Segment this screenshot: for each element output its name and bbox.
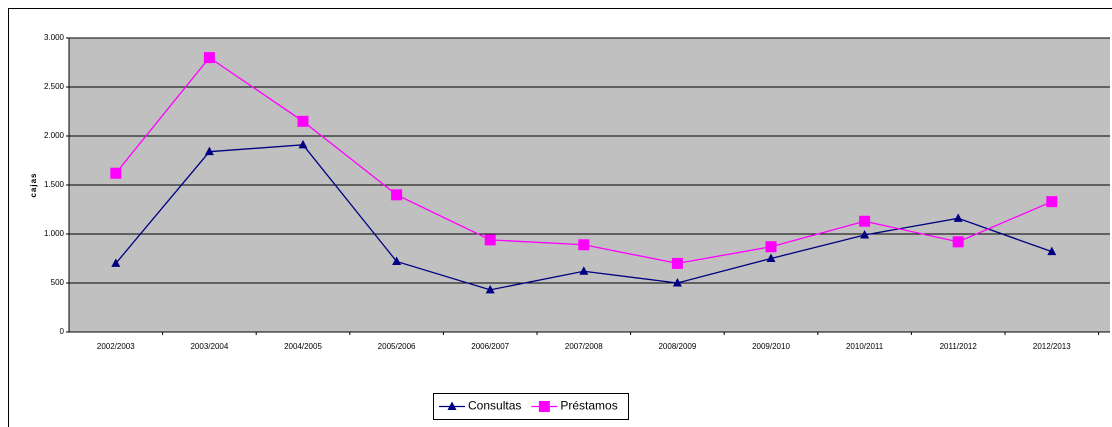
x-tick-label: 2005/2006 bbox=[378, 342, 416, 351]
x-tick-label: 2010/2011 bbox=[846, 342, 884, 351]
data-point bbox=[579, 266, 589, 275]
data-point bbox=[859, 215, 871, 227]
data-point bbox=[110, 167, 122, 179]
data-point bbox=[860, 229, 870, 239]
y-axis-label: cajas bbox=[29, 172, 38, 197]
data-point bbox=[766, 253, 776, 262]
y-tick-label: 1.000 bbox=[44, 229, 65, 238]
legend-marker bbox=[538, 401, 550, 412]
y-tick-label: 3.000 bbox=[44, 33, 65, 42]
data-point bbox=[111, 258, 121, 267]
y-tick-label: 500 bbox=[51, 278, 65, 287]
x-tick-label: 2002/2003 bbox=[97, 342, 135, 351]
data-point bbox=[578, 239, 590, 251]
x-tick-label: 2007/2008 bbox=[565, 342, 603, 351]
x-tick-label: 2011/2012 bbox=[940, 342, 978, 351]
legend-label: Consultas bbox=[468, 399, 521, 413]
x-tick-label: 2003/2004 bbox=[190, 342, 228, 351]
x-tick-label: 2009/2010 bbox=[752, 342, 790, 351]
data-point bbox=[391, 189, 403, 201]
data-point bbox=[953, 213, 963, 222]
data-point bbox=[1047, 246, 1057, 256]
data-point bbox=[765, 241, 777, 253]
data-point bbox=[1046, 196, 1058, 208]
x-tick-label: 2008/2009 bbox=[658, 342, 696, 351]
data-point bbox=[203, 52, 215, 64]
y-tick-label: 1.500 bbox=[44, 180, 65, 189]
x-tick-label: 2012/2013 bbox=[1033, 342, 1071, 351]
y-tick-label: 2.500 bbox=[44, 82, 65, 91]
data-point bbox=[485, 284, 495, 294]
data-point bbox=[672, 278, 682, 287]
y-tick-label: 0 bbox=[60, 327, 65, 336]
y-tick-label: 2.000 bbox=[44, 131, 65, 140]
legend-marker bbox=[447, 401, 457, 410]
data-point bbox=[484, 234, 496, 246]
legend-label: Préstamos bbox=[560, 399, 617, 413]
x-tick-label: 2004/2005 bbox=[284, 342, 322, 351]
data-point bbox=[392, 256, 402, 265]
x-tick-label: 2006/2007 bbox=[471, 342, 509, 351]
data-point bbox=[297, 115, 309, 127]
data-point bbox=[671, 257, 683, 269]
data-point bbox=[298, 139, 308, 149]
data-point bbox=[952, 236, 964, 248]
legend-box bbox=[433, 393, 629, 420]
data-point bbox=[204, 146, 214, 156]
